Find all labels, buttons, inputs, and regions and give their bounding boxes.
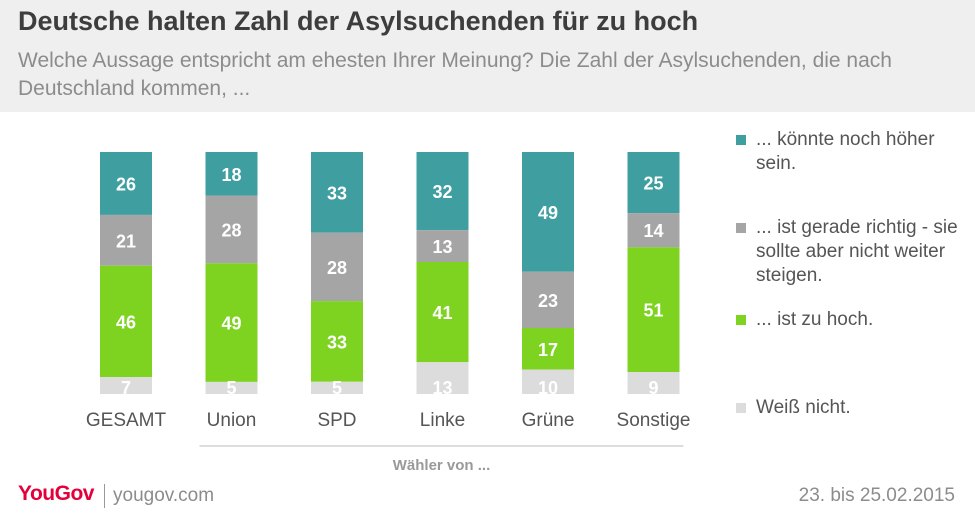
- data-label: 9: [648, 378, 658, 398]
- data-label: 21: [116, 231, 136, 251]
- legend-item: ... könnte noch höher sein.: [736, 128, 971, 176]
- header-band: Deutsche halten Zahl der Asylsuchenden f…: [0, 0, 975, 112]
- data-label: 25: [643, 174, 663, 194]
- bar-segment: [522, 328, 574, 370]
- bar-segment: [416, 230, 469, 262]
- legend-label: ... ist zu hoch.: [756, 309, 874, 330]
- data-label: 18: [221, 165, 241, 185]
- footer-divider: [104, 484, 105, 508]
- data-label: 14: [643, 221, 663, 241]
- legend-item: ... ist zu hoch.: [736, 308, 971, 332]
- bar-segment: [100, 377, 152, 394]
- survey-date: 23. bis 25.02.2015: [798, 485, 955, 506]
- yougov-logo: YouGov: [18, 482, 94, 505]
- legend-swatch: [736, 403, 746, 413]
- bar-segment: [311, 232, 363, 302]
- data-label: 28: [221, 220, 241, 240]
- bar-segment: [205, 195, 258, 264]
- bar-segment: [100, 265, 152, 378]
- legend-swatch: [736, 223, 746, 233]
- stacked-bar-chart: 26 21 46 7 GESAMT 18 28 49 5 Union 33 28 33 5 SPD 32 13 4…: [86, 152, 691, 472]
- data-label: 33: [327, 183, 347, 203]
- bar-segment: [627, 213, 680, 248]
- data-label: 5: [332, 378, 342, 398]
- data-label: 17: [538, 340, 558, 360]
- bar-segment: [416, 362, 469, 394]
- bar-segment: [627, 247, 680, 372]
- bar-segment: [311, 152, 363, 233]
- legend-label: ... ist gerade richtig - sie sollte aber…: [756, 217, 958, 286]
- data-label: 49: [538, 203, 558, 223]
- bar-segment: [522, 152, 574, 272]
- category-label: GESAMT: [86, 410, 167, 431]
- bar-segment: [205, 152, 258, 196]
- data-label: 51: [643, 301, 663, 321]
- category-label: Grüne: [522, 410, 575, 431]
- bar-segment: [100, 214, 152, 266]
- data-label: 7: [121, 378, 131, 398]
- bar-segment: [311, 381, 363, 394]
- legend-item: ... ist gerade richtig - sie sollte aber…: [736, 216, 971, 288]
- legend-label: ... könnte noch höher sein.: [756, 129, 935, 174]
- data-label: 49: [221, 314, 241, 334]
- legend-swatch: [736, 135, 746, 145]
- category-label: Union: [207, 410, 257, 431]
- bar-segment: [100, 152, 152, 215]
- category-label: Sonstige: [617, 410, 691, 431]
- bar-segment: [522, 271, 574, 328]
- bar-segment: [205, 263, 258, 382]
- data-label: 32: [432, 182, 452, 202]
- bar-segment: [627, 372, 680, 394]
- x-axis-label: Wähler von ...: [393, 457, 491, 472]
- data-label: 46: [116, 312, 136, 332]
- data-label: 33: [327, 332, 347, 352]
- data-label: 13: [432, 237, 452, 257]
- data-label: 13: [432, 378, 452, 398]
- chart-subtitle: Welche Aussage entspricht am ehesten Ihr…: [18, 49, 892, 100]
- data-label: 28: [327, 258, 347, 278]
- bar-segment: [627, 152, 680, 214]
- bar-segment: [205, 381, 258, 394]
- data-label: 5: [226, 378, 236, 398]
- bar-segment: [416, 262, 469, 363]
- category-label: Linke: [420, 410, 465, 431]
- legend-label: Weiß nicht.: [756, 397, 851, 418]
- chart-title: Deutsche halten Zahl der Asylsuchenden f…: [18, 6, 699, 36]
- bar-segment: [311, 301, 363, 382]
- category-label: SPD: [317, 410, 356, 431]
- bar-segment: [416, 152, 469, 231]
- legend-item: Weiß nicht.: [736, 396, 971, 420]
- data-label: 23: [538, 291, 558, 311]
- data-label: 26: [116, 174, 136, 194]
- footer-url[interactable]: yougov.com: [113, 485, 215, 506]
- data-label: 41: [432, 303, 452, 323]
- bar-segment: [522, 369, 574, 394]
- data-label: 10: [538, 378, 558, 398]
- legend-swatch: [736, 315, 746, 325]
